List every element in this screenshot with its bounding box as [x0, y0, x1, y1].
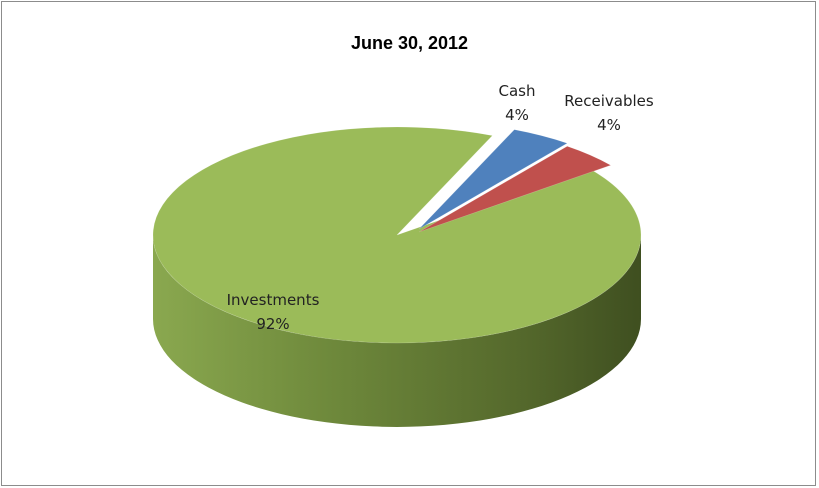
slice-label-receivables: Receivables: [564, 92, 654, 110]
slice-percent-receivables: 4%: [597, 116, 621, 134]
slice-label-investments: Investments: [227, 291, 320, 309]
slice-percent-cash: 4%: [505, 106, 529, 124]
slice-percent-investments: 92%: [256, 315, 289, 333]
slice-label-cash: Cash: [499, 82, 536, 100]
